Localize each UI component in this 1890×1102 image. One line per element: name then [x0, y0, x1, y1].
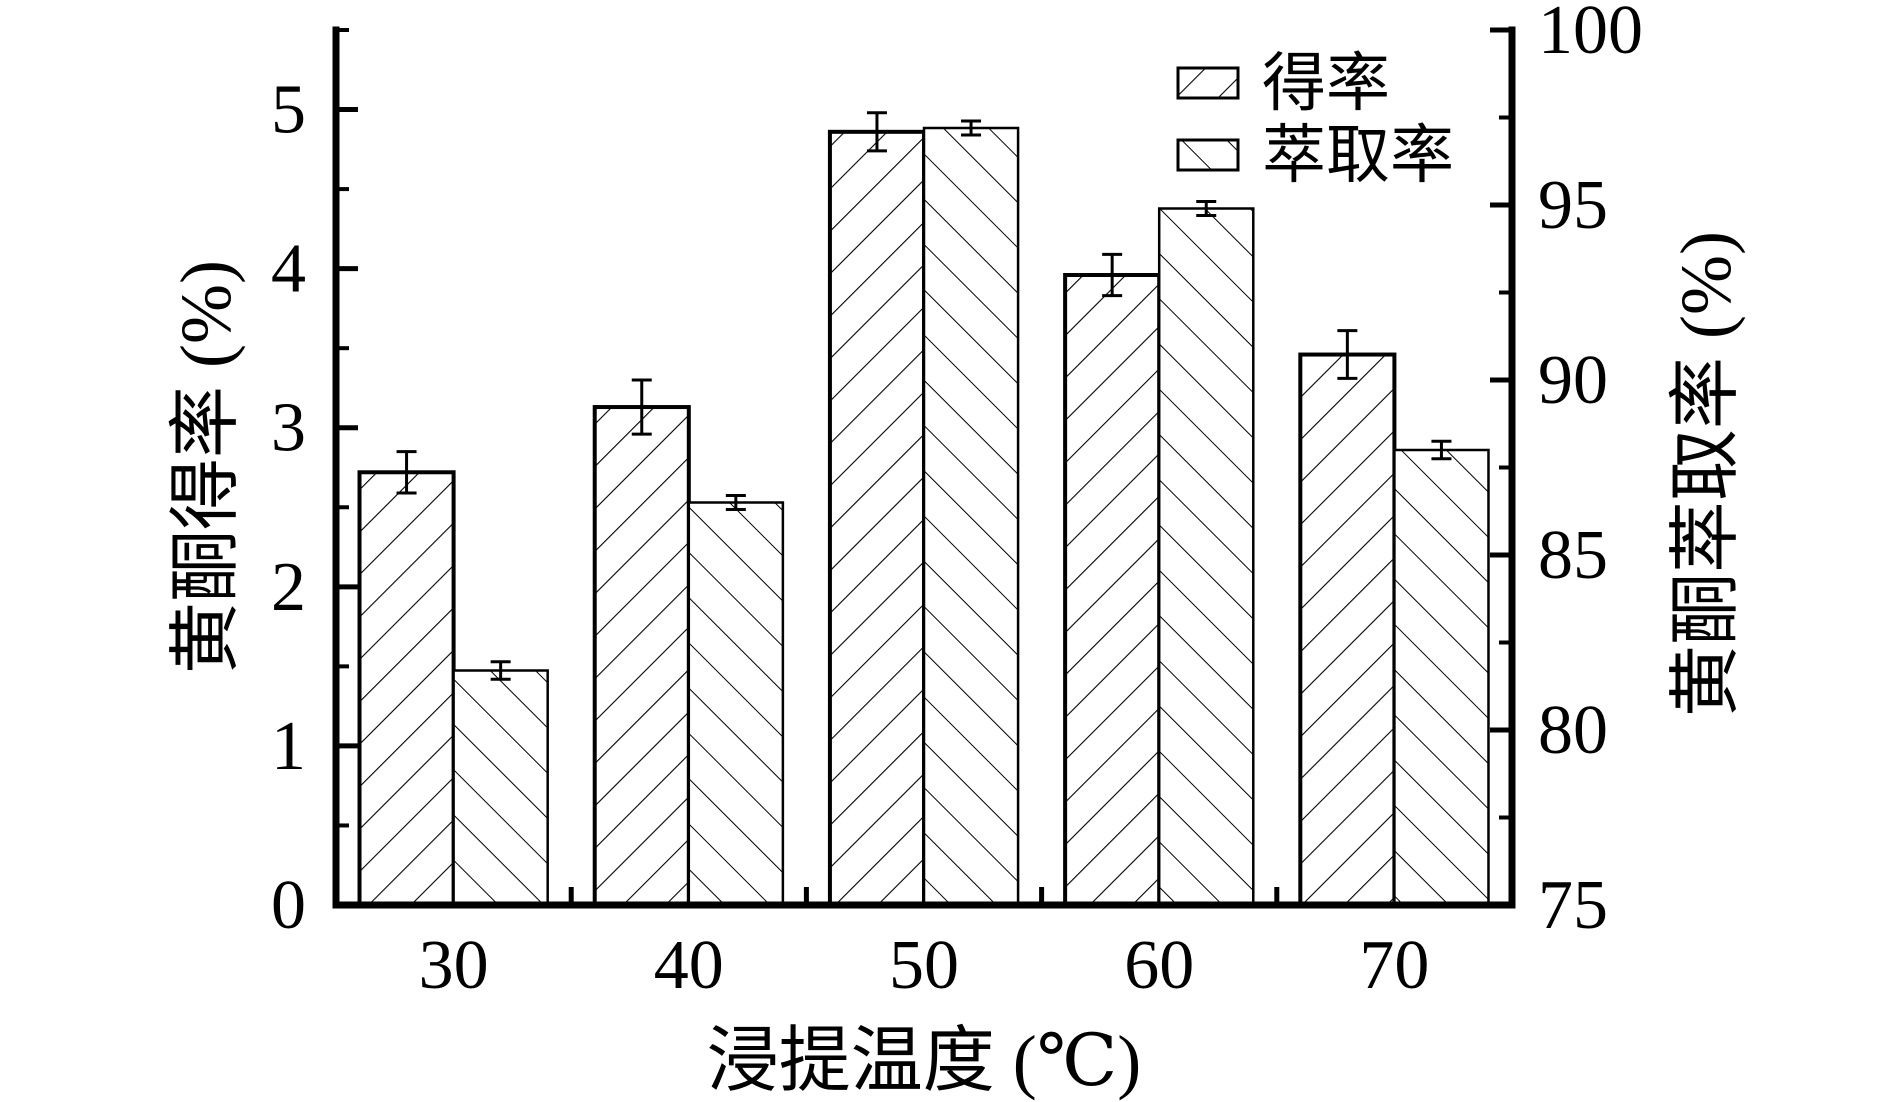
legend-swatch-backward-hatch	[1176, 138, 1240, 172]
left-tick-label-3: 3	[271, 390, 306, 467]
error-bar-extraction-60	[1196, 200, 1217, 217]
legend-label: 得率	[1262, 48, 1390, 119]
bar-yield-30	[357, 470, 456, 907]
error-bar-extraction-50	[961, 119, 982, 137]
right-tick-label-90: 90	[1538, 342, 1608, 419]
left-axis-ticks	[336, 28, 358, 908]
legend-item-extraction: 萃取率	[1176, 120, 1454, 191]
axes-layer	[332, 26, 1516, 909]
right-axis-title: 黄酮萃取率 (%)	[1666, 231, 1746, 717]
bar-extraction-50	[922, 126, 1020, 907]
right-tick-label-100: 100	[1538, 0, 1643, 69]
left-axis-title: 黄酮得率 (%)	[166, 260, 246, 674]
x-tick-label-50: 50	[889, 927, 959, 1004]
tick-labels-layer: 0 1 2 3 4 5 75 80 85 90 95 100 30 40 50 60 70	[271, 0, 1643, 1004]
error-bar-yield-60	[1102, 252, 1123, 298]
legend-item-yield: 得率	[1176, 48, 1390, 119]
bar-extraction-60	[1157, 207, 1255, 907]
bar-yield-40	[592, 405, 691, 907]
x-tick-label-40: 40	[654, 927, 724, 1004]
bar-yield-70	[1298, 352, 1397, 907]
x-tick-label-30: 30	[419, 927, 489, 1004]
left-tick-label-0: 0	[271, 867, 306, 944]
left-tick-label-4: 4	[271, 231, 306, 308]
bar-yield-50	[827, 129, 926, 907]
left-tick-label-2: 2	[271, 549, 306, 626]
error-bars-layer	[396, 111, 1452, 681]
right-tick-label-80: 80	[1538, 692, 1608, 769]
bar-extraction-40	[687, 501, 785, 907]
left-tick-label-1: 1	[271, 708, 306, 785]
legend-label: 萃取率	[1262, 120, 1454, 191]
bar-yield-60	[1063, 273, 1162, 907]
bar-extraction-30	[452, 669, 549, 907]
left-tick-label-5: 5	[271, 72, 306, 149]
legend-swatch-forward-hatch	[1176, 66, 1240, 100]
right-tick-label-95: 95	[1538, 167, 1608, 244]
error-bar-yield-30	[396, 450, 417, 495]
error-bar-extraction-30	[490, 660, 511, 681]
error-bar-yield-50	[866, 111, 887, 153]
right-tick-label-75: 75	[1538, 867, 1608, 944]
error-bar-yield-70	[1337, 329, 1358, 380]
right-tick-label-85: 85	[1538, 517, 1608, 594]
error-bar-extraction-40	[725, 494, 746, 511]
error-bar-extraction-70	[1431, 439, 1452, 461]
x-tick-label-60: 60	[1124, 927, 1194, 1004]
bars-layer	[357, 126, 1490, 907]
x-axis-ticks	[568, 887, 1280, 905]
bar-extraction-70	[1393, 448, 1490, 907]
right-axis-ticks	[1490, 27, 1512, 908]
x-tick-label-70: 70	[1359, 927, 1429, 1004]
error-bar-yield-40	[631, 378, 652, 436]
x-axis-title: 浸提温度 (℃)	[707, 1021, 1142, 1101]
